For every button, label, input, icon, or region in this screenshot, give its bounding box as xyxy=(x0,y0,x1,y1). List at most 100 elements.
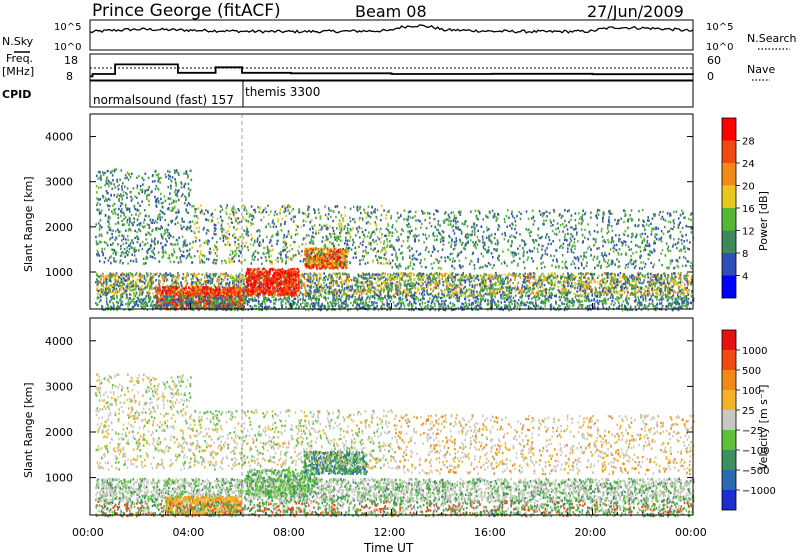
power-cell xyxy=(425,283,428,287)
power-cell xyxy=(132,289,134,292)
power-cell xyxy=(450,289,452,292)
power-cell xyxy=(323,276,325,279)
power-cell xyxy=(399,282,402,285)
power-cell xyxy=(251,289,254,292)
power-cell xyxy=(593,272,596,276)
power-cell xyxy=(124,289,127,292)
power-cell xyxy=(157,299,159,302)
power-cell xyxy=(272,280,275,283)
power-cell xyxy=(257,267,259,271)
power-cell xyxy=(584,293,587,296)
power-cell xyxy=(188,286,190,289)
power-cell xyxy=(387,290,390,293)
power-cell xyxy=(287,282,290,286)
power-cell xyxy=(428,281,430,284)
power-cell xyxy=(662,291,664,295)
power-cell xyxy=(680,284,682,287)
power-cell xyxy=(339,276,341,279)
power-cell xyxy=(174,275,177,278)
power-cell xyxy=(673,289,675,293)
power-cell xyxy=(292,283,295,286)
power-cell xyxy=(583,284,586,287)
power-cell xyxy=(295,293,298,297)
power-cell xyxy=(142,291,144,294)
power-cell xyxy=(536,291,539,294)
power-cell xyxy=(392,288,394,291)
power-cell xyxy=(672,281,675,284)
power-cell xyxy=(446,287,448,291)
power-cell xyxy=(192,292,195,295)
power-cell xyxy=(255,277,258,281)
power-cell xyxy=(188,303,190,307)
power-cell xyxy=(262,293,264,296)
power-cell xyxy=(336,273,338,276)
power-cell xyxy=(479,284,481,287)
power-cell xyxy=(481,288,483,291)
power-cell xyxy=(600,283,602,286)
power-cell xyxy=(540,277,542,280)
power-cell xyxy=(344,272,346,275)
power-cell xyxy=(545,276,548,279)
power-cell xyxy=(567,284,569,288)
power-cell xyxy=(663,281,665,284)
power-cell xyxy=(434,272,436,275)
power-cell xyxy=(591,288,594,291)
power-cell xyxy=(343,293,345,296)
power-cell xyxy=(493,288,495,291)
power-cell xyxy=(678,277,681,280)
power-cell xyxy=(335,274,337,277)
power-cell xyxy=(526,287,528,291)
power-cell xyxy=(159,287,161,291)
power-cell xyxy=(571,282,573,285)
power-cell xyxy=(278,284,280,287)
power-cell xyxy=(283,279,286,282)
power-cell xyxy=(316,278,318,282)
power-cell xyxy=(291,284,294,287)
power-cell xyxy=(685,288,688,291)
power-cell xyxy=(138,294,141,297)
power-cell xyxy=(225,283,228,287)
power-cell xyxy=(222,288,224,291)
power-cell xyxy=(182,304,184,307)
power-cell xyxy=(386,273,389,276)
power-cell xyxy=(259,293,262,296)
power-cell xyxy=(246,292,249,295)
power-cell xyxy=(139,272,141,276)
power-cell xyxy=(514,287,516,290)
power-cell xyxy=(213,274,216,277)
power-cell xyxy=(340,277,343,280)
power-cell xyxy=(119,280,122,284)
power-cell xyxy=(252,273,255,276)
power-cell xyxy=(147,272,149,275)
power-cell xyxy=(429,283,431,286)
power-cell xyxy=(269,268,271,271)
power-cell xyxy=(690,281,692,285)
power-cell xyxy=(150,282,153,285)
power-cell xyxy=(297,268,300,271)
power-cell xyxy=(277,291,280,294)
power-cell xyxy=(680,277,682,280)
power-cell xyxy=(497,277,499,280)
power-cell xyxy=(335,289,337,293)
power-cell xyxy=(196,279,199,282)
power-cell xyxy=(325,264,327,267)
power-cell xyxy=(305,293,308,297)
power-cell xyxy=(676,281,678,284)
power-cell xyxy=(118,290,121,293)
power-cell xyxy=(165,272,167,275)
power-cell xyxy=(319,291,322,294)
power-cell xyxy=(609,290,612,293)
power-cell xyxy=(620,280,622,283)
power-cell xyxy=(364,276,367,280)
power-cell xyxy=(224,293,226,297)
power-cell xyxy=(285,272,288,276)
power-cell xyxy=(568,277,570,280)
power-cell xyxy=(331,254,334,257)
power-cell xyxy=(363,288,365,291)
power-cell xyxy=(576,290,578,293)
power-cell xyxy=(622,282,625,286)
power-cell xyxy=(663,286,666,289)
power-cell xyxy=(554,280,557,283)
power-cell xyxy=(642,281,645,284)
power-cell xyxy=(241,273,244,277)
